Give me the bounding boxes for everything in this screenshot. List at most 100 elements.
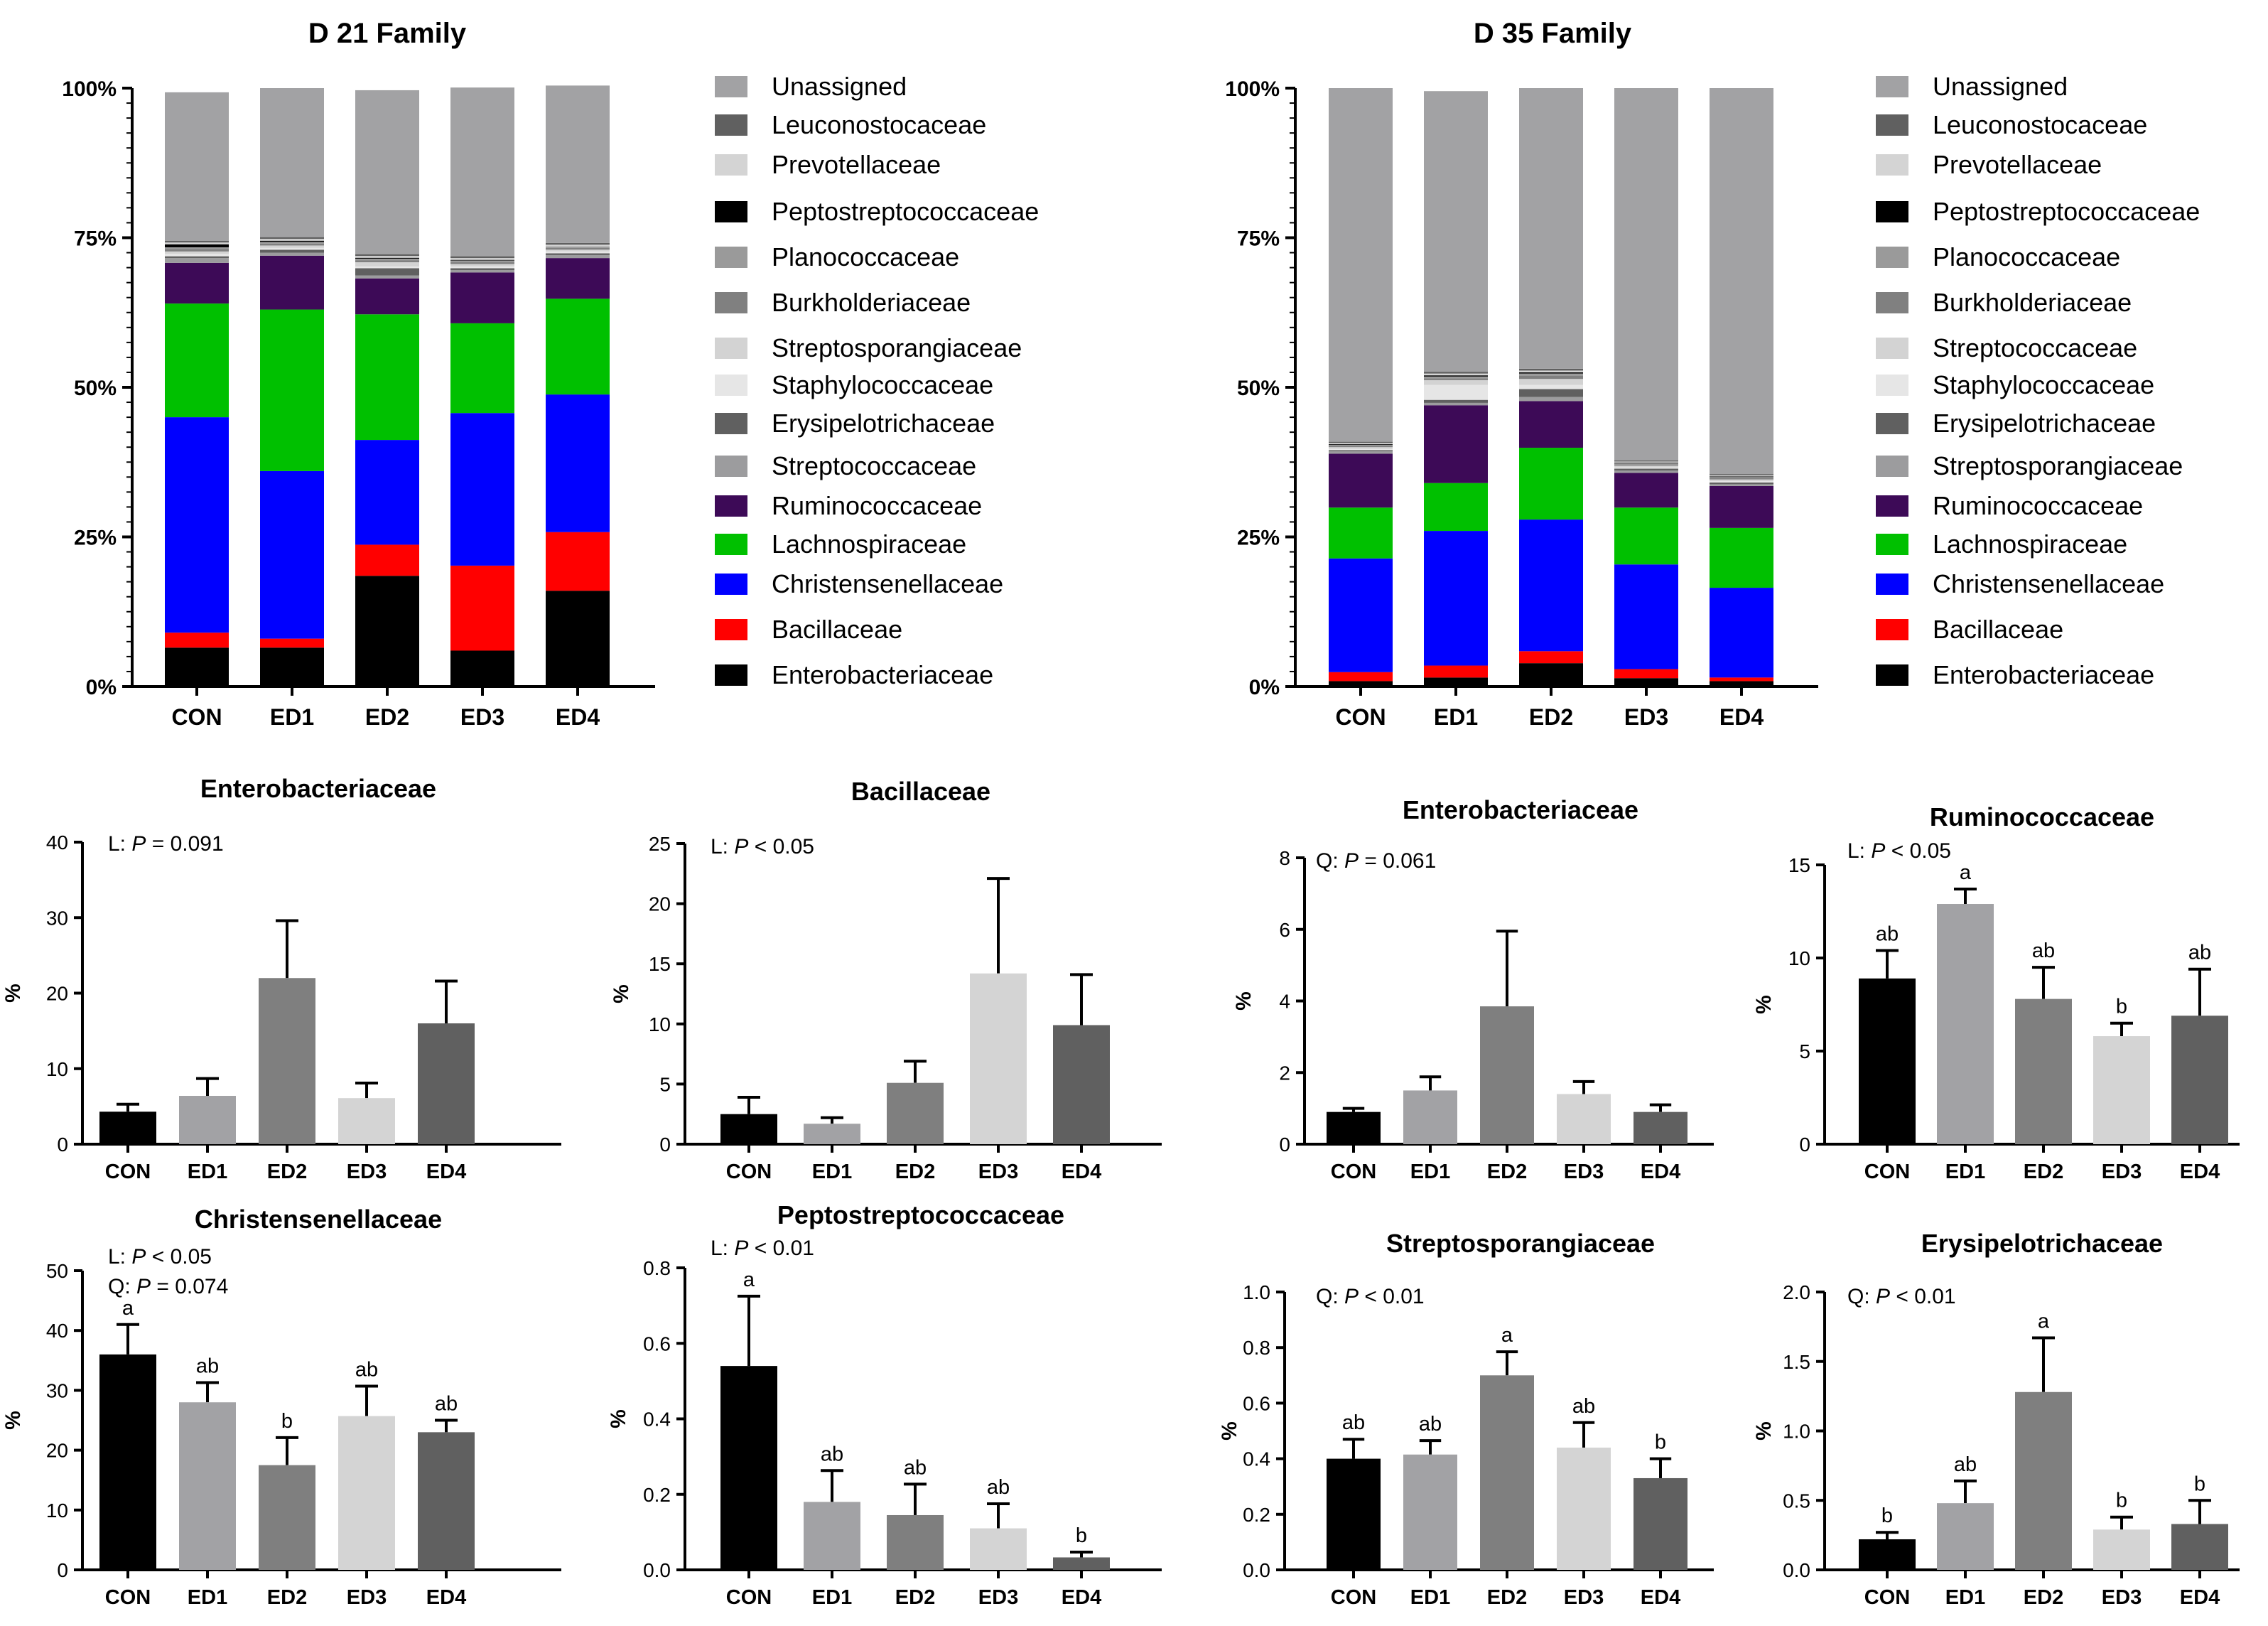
- bar: [1859, 978, 1916, 1144]
- x-tick-label: ED4: [2180, 1586, 2220, 1609]
- chart-title: Christensenellaceae: [195, 1205, 442, 1234]
- stacked-segment: [1614, 464, 1678, 466]
- legend-label: Prevotellaceae: [1933, 150, 2102, 179]
- x-tick-label: ED1: [812, 1586, 852, 1609]
- y-tick-label: 25: [649, 833, 671, 855]
- legend-label: Unassigned: [1933, 72, 2068, 101]
- stacked-segment: [1519, 370, 1583, 372]
- y-tick-label: 40: [46, 831, 68, 854]
- stacked-segment: [1614, 470, 1678, 473]
- stacked-segment: [1710, 527, 1773, 588]
- y-tick-label: 10: [649, 1013, 671, 1035]
- stacked-segment: [1710, 482, 1773, 485]
- stacked-segment: [450, 260, 514, 263]
- bar: [2093, 1529, 2150, 1570]
- legend-swatch: [1876, 292, 1908, 313]
- stacked-segment: [1710, 478, 1773, 480]
- stacked-segment: [165, 417, 229, 633]
- stacked-segment: [546, 258, 610, 299]
- y-tick-label: 0.2: [643, 1484, 671, 1506]
- x-tick-label: CON: [105, 1586, 151, 1609]
- x-tick-label: CON: [1331, 1161, 1376, 1183]
- legend-label: Ruminococcaceae: [772, 491, 982, 520]
- stacked-segment: [1424, 399, 1488, 403]
- stacked-segment: [1519, 384, 1583, 389]
- x-tick-label: ED4: [1719, 704, 1764, 730]
- x-tick-label: ED4: [556, 704, 600, 730]
- stacked-segment: [165, 262, 229, 304]
- stacked-segment: [1424, 483, 1488, 532]
- y-tick-label: 0: [1279, 1134, 1290, 1156]
- x-tick-label: CON: [1335, 704, 1386, 730]
- legend-swatch: [715, 664, 747, 686]
- stacked-segment: [1614, 463, 1678, 465]
- bar-chart-d35-strepto: Streptosporangiaceae% 0.0 0.2 0.4 0.6 0.8 1.0 C…: [1218, 1229, 1714, 1609]
- y-tick-label: 0.6: [1243, 1392, 1270, 1414]
- y-axis-label: %: [610, 984, 633, 1003]
- bar: [887, 1082, 944, 1144]
- stacked-segment: [1424, 91, 1488, 372]
- stacked-segment: [546, 254, 610, 259]
- stacked-segment: [260, 88, 324, 237]
- stacked-segment: [1710, 88, 1773, 475]
- annotation-prefix: L:: [1847, 839, 1871, 863]
- x-tick-label: ED1: [1410, 1161, 1450, 1183]
- chart-title: D 21 Family: [308, 18, 467, 49]
- significance-letter: ab: [1876, 923, 1899, 946]
- bar: [2015, 1391, 2072, 1570]
- stacked-segment: [165, 249, 229, 252]
- annotation-prefix: L:: [108, 832, 131, 856]
- y-tick-label: 1.0: [1243, 1281, 1270, 1303]
- annotation-p: P: [1344, 1285, 1359, 1308]
- stacked-segment: [260, 249, 324, 253]
- x-tick-label: CON: [1864, 1586, 1910, 1609]
- stacked-segment: [1424, 372, 1488, 374]
- bar: [1403, 1090, 1457, 1144]
- annotation-prefix: Q:: [1316, 849, 1344, 873]
- y-tick-label: 20: [46, 1440, 68, 1462]
- y-tick-label: 4: [1279, 991, 1290, 1013]
- legend-swatch: [1876, 574, 1908, 595]
- legend-label: Streptosporangiaceae: [1933, 451, 2183, 480]
- stacked-segment: [1329, 443, 1393, 445]
- stacked-segment: [1614, 507, 1678, 565]
- annotation-suffix: < 0.01: [1890, 1285, 1956, 1308]
- stacked-segment: [1329, 672, 1393, 682]
- significance-letter: ab: [2188, 942, 2211, 964]
- legend-label: Bacillaceae: [1933, 615, 2063, 644]
- significance-letter: b: [1881, 1504, 1893, 1527]
- x-tick-label: ED2: [1529, 704, 1573, 730]
- significance-letter: ab: [821, 1443, 843, 1465]
- stacked-segment: [1519, 373, 1583, 377]
- annotation-p: P: [1871, 839, 1885, 863]
- annotation-prefix: L:: [108, 1245, 131, 1269]
- x-tick-label: ED3: [978, 1586, 1018, 1609]
- stacked-segment: [355, 268, 419, 276]
- stacked-segment: [450, 650, 514, 687]
- x-tick-label: ED1: [812, 1161, 852, 1183]
- bar: [1557, 1447, 1611, 1570]
- y-tick-label: 50: [46, 1260, 68, 1282]
- legend-swatch: [1876, 534, 1908, 555]
- legend-swatch: [1876, 495, 1908, 517]
- bar: [887, 1514, 944, 1570]
- stacked-segment: [1424, 373, 1488, 376]
- legend-label: Ruminococcaceae: [1933, 491, 2143, 520]
- stacked-segment: [165, 256, 229, 259]
- stacked-segment: [260, 242, 324, 244]
- legend-label: Lachnospiraceae: [772, 529, 966, 559]
- stacked-segment: [260, 245, 324, 248]
- stacked-segment: [1329, 441, 1393, 443]
- stacked-segment: [546, 251, 610, 254]
- bar: [99, 1354, 156, 1570]
- stacked-segment: [546, 253, 610, 255]
- chart-title: Enterobacteriaceae: [200, 774, 436, 803]
- annotation-suffix: = 0.074: [151, 1275, 228, 1298]
- stacked-segment: [355, 576, 419, 687]
- chart-title: Erysipelotrichaceae: [1921, 1229, 2163, 1258]
- x-tick-label: CON: [171, 704, 222, 730]
- significance-letter: ab: [904, 1456, 927, 1479]
- chart-title: D 35 Family: [1474, 18, 1632, 49]
- y-tick-label: 8: [1279, 847, 1290, 869]
- bar: [179, 1402, 236, 1570]
